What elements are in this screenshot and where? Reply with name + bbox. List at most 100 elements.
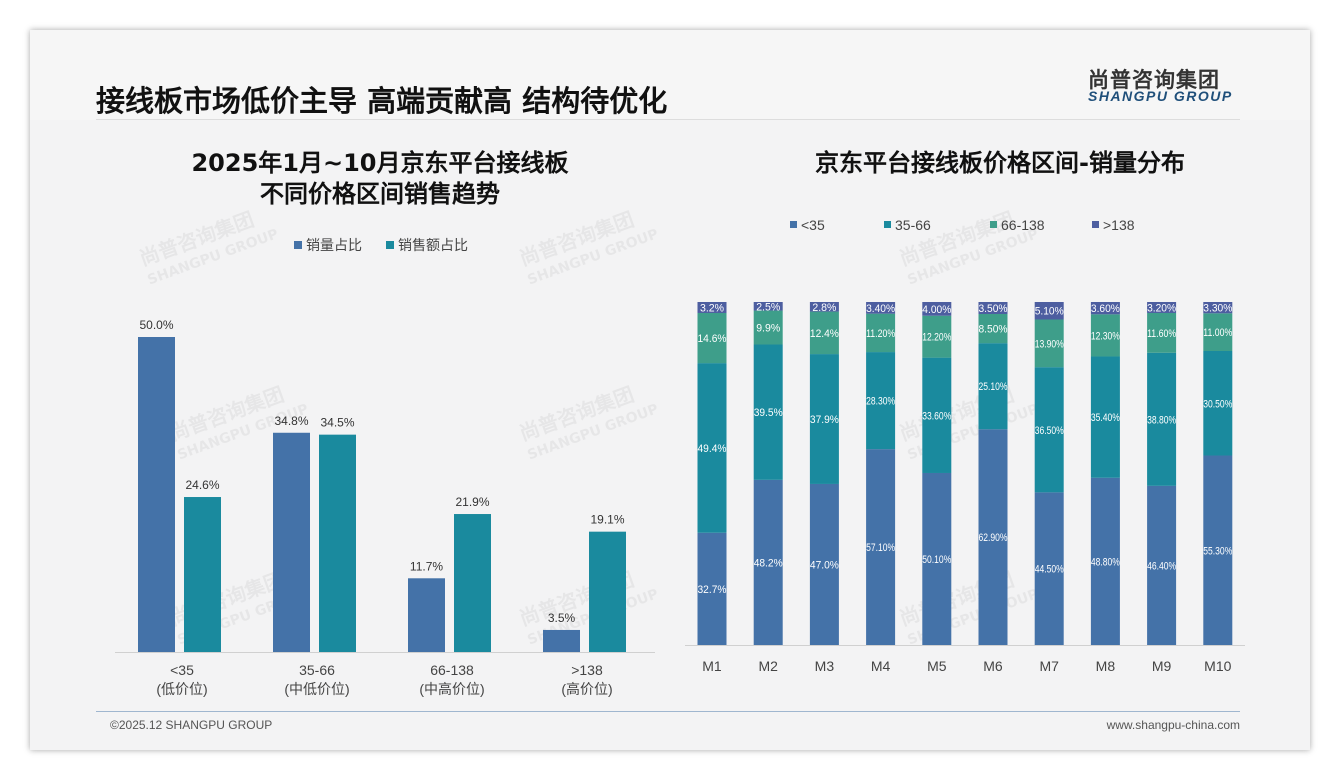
stack-segment — [1203, 313, 1233, 351]
segment-label: 11.20% — [866, 328, 895, 340]
stack-segment — [978, 429, 1008, 645]
bar — [138, 337, 175, 652]
tick-sublabel: (中低价位) — [284, 681, 349, 697]
left-chart-title-line1: 2025年1月~10月京东平台接线板 — [191, 149, 569, 177]
tick-label: >138 — [571, 662, 603, 678]
data-label: 11.7% — [410, 559, 443, 573]
bar — [408, 578, 445, 652]
segment-label: 11.60% — [1147, 328, 1176, 340]
segment-label: 5.10% — [1035, 306, 1064, 318]
segment-label: 11.00% — [1203, 327, 1232, 339]
footer-website[interactable]: www.shangpu-china.com — [1106, 718, 1240, 732]
data-label: 19.1% — [590, 513, 624, 527]
stack-segment — [697, 312, 727, 364]
segment-label: 35.40% — [1091, 412, 1120, 424]
segment-label: 2.8% — [812, 302, 836, 314]
stack-segment — [922, 357, 952, 473]
segment-label: 48.80% — [1091, 556, 1120, 568]
legend-label: 35-66 — [895, 217, 931, 233]
segment-label: 12.30% — [1091, 330, 1120, 342]
stack-segment — [978, 343, 1008, 430]
legend-swatch — [790, 221, 797, 228]
footer-divider — [96, 711, 1240, 712]
stack-segment — [866, 302, 896, 314]
stack-segment — [866, 352, 896, 450]
stack-segment — [922, 472, 952, 645]
stack-segment — [753, 302, 783, 311]
segment-label: 2.5% — [756, 301, 780, 313]
tick-label: M4 — [871, 658, 891, 674]
segment-label: 50.10% — [922, 554, 951, 566]
tick-label: M5 — [927, 658, 947, 674]
segment-label: 62.90% — [979, 532, 1008, 544]
legend-label: 66-138 — [1001, 217, 1045, 233]
segment-label: 28.30% — [866, 396, 895, 408]
segment-label: 46.40% — [1147, 560, 1176, 572]
segment-label: 32.7% — [698, 584, 727, 596]
segment-label: 38.80% — [1147, 414, 1176, 426]
bar — [543, 629, 580, 652]
stack-segment — [922, 302, 952, 316]
tick-label: M3 — [815, 658, 835, 674]
segment-label: 36.50% — [1035, 425, 1064, 437]
logo-en: SHANGPU GROUP — [1088, 88, 1233, 104]
tick-label: M2 — [758, 658, 778, 674]
tick-sublabel: (中高价位) — [419, 681, 484, 697]
tick-label: M7 — [1039, 658, 1059, 674]
segment-label: 37.9% — [810, 414, 839, 426]
stack-segment — [1203, 351, 1233, 456]
stack-segment — [1147, 352, 1177, 486]
stack-segment — [697, 302, 727, 313]
left-chart-title-line2: 不同价格区间销售趋势 — [260, 180, 500, 208]
stack-segment — [809, 311, 839, 355]
stack-segment — [753, 344, 783, 480]
stack-segment — [1090, 356, 1120, 478]
stack-segment — [753, 310, 783, 345]
bar — [454, 514, 491, 652]
segment-label: 57.10% — [866, 542, 895, 554]
stack-segment — [1034, 367, 1064, 493]
stack-segment — [809, 354, 839, 484]
legend-label: >138 — [1103, 217, 1135, 233]
segment-label: 48.2% — [754, 557, 783, 569]
segment-label: 33.60% — [922, 410, 951, 422]
segment-label: 44.50% — [1035, 564, 1064, 576]
logo-cn: 尚普咨询集团 — [1088, 68, 1220, 92]
legend-swatch — [294, 241, 302, 249]
page-title: 接线板市场低价主导 高端贡献高 结构待优化 — [96, 84, 668, 118]
bar — [319, 434, 356, 652]
header-divider — [96, 119, 1240, 120]
data-label: 34.5% — [320, 416, 354, 430]
tick-sublabel: (低价位) — [156, 681, 207, 697]
stack-segment — [1090, 302, 1120, 315]
stack-segment — [1034, 492, 1064, 645]
segment-label: 9.9% — [756, 323, 780, 335]
footer-copyright: ©2025.12 SHANGPU GROUP — [110, 718, 273, 732]
tick-sublabel: (高价位) — [561, 681, 612, 697]
tick-label: M1 — [702, 658, 722, 674]
stack-segment — [697, 363, 727, 533]
stack-segment — [809, 302, 839, 312]
segment-label: 25.10% — [979, 381, 1008, 393]
segment-label: 3.2% — [700, 302, 724, 314]
tick-label: M6 — [983, 658, 1003, 674]
segment-label: 3.50% — [979, 303, 1008, 315]
segment-label: 3.40% — [866, 303, 895, 315]
segment-label: 3.60% — [1091, 303, 1120, 315]
tick-label: 66-138 — [430, 662, 474, 678]
left-chart-title: 2025年1月~10月京东平台接线板 不同价格区间销售趋势 — [110, 148, 650, 210]
bar — [273, 432, 310, 652]
legend-label: <35 — [801, 217, 825, 233]
data-label: 21.9% — [455, 495, 489, 509]
data-label: 34.8% — [274, 414, 308, 428]
stack-segment — [697, 532, 727, 645]
bar — [589, 531, 626, 652]
header — [30, 30, 1310, 120]
segment-label: 14.6% — [698, 333, 727, 345]
segment-label: 13.90% — [1035, 338, 1064, 350]
stack-segment — [922, 315, 952, 358]
legend-swatch — [386, 241, 394, 249]
stack-segment — [1203, 302, 1233, 314]
segment-label: 30.50% — [1203, 398, 1232, 410]
